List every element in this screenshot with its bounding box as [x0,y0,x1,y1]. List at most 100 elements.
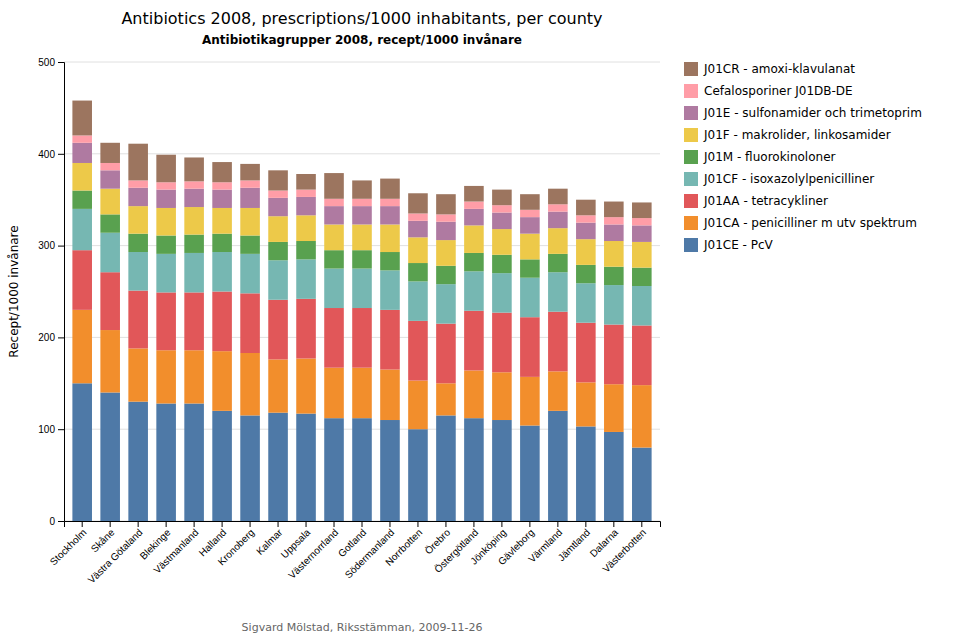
bar-segment [408,321,428,381]
bar-segment [436,284,456,323]
bars [72,101,651,521]
bar-segment [492,205,512,212]
tick-mark [278,521,279,527]
bar-segment [408,263,428,281]
legend-item: J01AA - tetracykliner [684,194,828,208]
bar-segment [240,236,260,254]
bar-segment [352,206,372,224]
bar-segment [604,384,624,432]
bar-segment [100,214,120,232]
bar-segment [268,300,288,360]
bar-segment [352,199,372,206]
bar-segment [408,213,428,220]
bar-segment [184,350,204,403]
bar-segment [576,323,596,383]
tick: Västernorrland [286,521,340,581]
bar-segment [576,426,596,521]
bar-segment [240,180,260,187]
tick-label: Stockholm [48,527,89,568]
bar-segment [212,411,232,521]
bar-segment [72,163,92,191]
bar-segment [212,208,232,234]
bar-segment [548,272,568,311]
bar-segment [380,270,400,309]
series [72,250,651,385]
bar-segment [128,291,148,349]
bar-segment [72,135,92,142]
legend-swatch [684,216,698,230]
bar-segment [268,413,288,521]
legend-label: J01CF - isoxazolylpenicilliner [703,172,874,186]
bar-segment [576,283,596,322]
bar-segment [576,239,596,265]
bar-segment [268,191,288,198]
bar-segment [380,179,400,199]
tick-label: Norrbotten [383,527,424,568]
bar-segment [268,198,288,216]
bar-segment [408,429,428,521]
bar-segment [408,237,428,263]
bar-segment [128,206,148,234]
bar-segment [436,266,456,284]
bar-segment [352,418,372,521]
bar-segment [492,313,512,373]
bar-segment [352,308,372,368]
tick-label: Kronoberg [216,527,257,568]
bar-segment [380,199,400,206]
bar-segment [212,351,232,411]
legend-swatch [684,62,698,76]
bar-segment [380,370,400,420]
bar-segment [464,209,484,226]
legend-swatch [684,84,698,98]
bar-segment [268,242,288,260]
bar-segment [464,271,484,310]
tick: 200 [38,332,64,343]
tick-mark [306,521,307,527]
legend-swatch [684,238,698,252]
bar-segment [184,189,204,207]
bar-segment [632,325,652,385]
bar-segment [324,206,344,224]
tick-mark [194,521,195,527]
bar-segment [296,359,316,414]
series [72,209,651,326]
bar-segment [492,229,512,255]
bar-segment [352,250,372,268]
bar-segment [604,202,624,218]
bar-segment [352,180,372,198]
legend-swatch [684,106,698,120]
bar-segment [156,350,176,403]
bar-segment [128,180,148,187]
tick-mark [58,337,64,338]
bar-segment [464,202,484,209]
bar-segment [128,252,148,291]
tick-mark [501,521,502,527]
bar-segment [548,312,568,372]
legend-item: J01CR - amoxi-klavulanat [684,62,855,76]
legend-label: J01CA - penicilliner m utv spektrum [703,216,917,230]
bar-segment [212,182,232,189]
bar-segment [604,224,624,241]
bar-segment [436,222,456,240]
bar-segment [352,269,372,308]
tick-mark [417,521,418,527]
bar-segment [212,162,232,182]
legend-label: J01CR - amoxi-klavulanat [703,62,855,76]
tick: Västra Götaland [86,521,145,586]
tick-label: Västerbotten [600,527,648,575]
bar-segment [436,214,456,221]
bar-segment [72,310,92,383]
bar-segment [548,189,568,205]
plot: 0100200300400500StockholmSkåneVästra Göt… [38,57,660,586]
tick: Östergötland [432,521,480,575]
legend-swatch [684,150,698,164]
bar-segment [296,174,316,190]
tick-mark [529,521,530,527]
tick: Västerbotten [600,521,648,575]
bar-segment [128,188,148,206]
bar-segment [184,235,204,253]
legend-item: J01E - sulfonamider och trimetoprim [684,106,922,120]
bar-segment [464,370,484,418]
bar-segment [436,383,456,415]
series [72,191,651,286]
